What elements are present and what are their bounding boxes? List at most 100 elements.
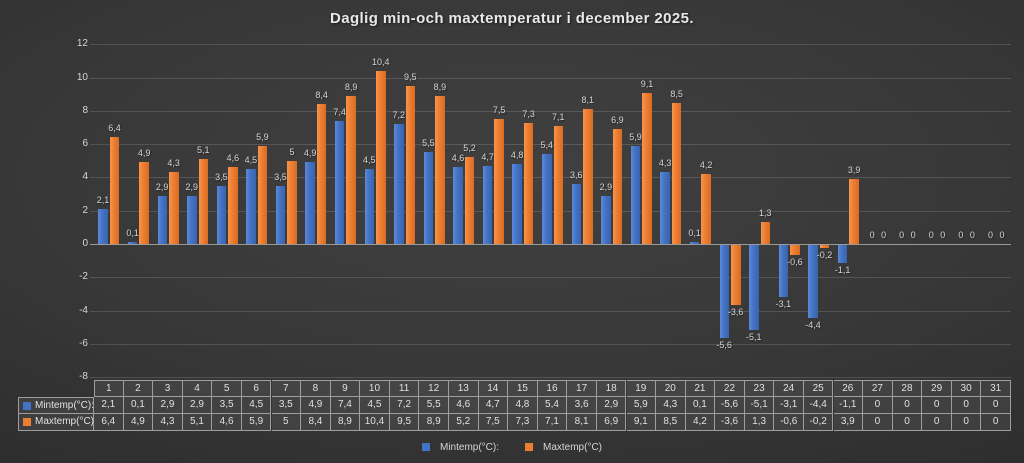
data-label: 7,2 [392, 110, 406, 121]
table-header-cell-day-8: 8 [301, 380, 331, 397]
gridline [90, 144, 1011, 145]
table-header-cell-day-7: 7 [271, 380, 302, 397]
mintemp-bar-day-8 [305, 162, 315, 244]
data-label: 5,9 [629, 131, 642, 142]
mintemp-bar-day-26 [837, 245, 848, 264]
table-cell-maxtemp-day-7: 5 [271, 414, 302, 431]
table-cell-maxtemp-day-29: 0 [922, 414, 952, 431]
table-cell-maxtemp-day-20: 8,5 [656, 414, 686, 431]
mintemp-bar-day-5 [216, 185, 227, 244]
maxtemp-bar-day-16 [553, 125, 563, 244]
table-cell-maxtemp-day-8: 8,4 [301, 414, 331, 431]
mintemp-bar-day-25 [808, 245, 818, 319]
table-header-cell-day-11: 11 [389, 380, 420, 397]
data-label: 4,2 [699, 160, 713, 171]
table-cell-mintemp-day-9: 7,4 [330, 397, 361, 414]
table-cell-maxtemp-day-12: 8,9 [419, 414, 449, 431]
data-label: 4,9 [137, 148, 151, 159]
table-cell-maxtemp-day-2: 4,9 [123, 414, 154, 431]
data-label: 4,8 [510, 150, 524, 161]
data-label: 4,3 [658, 158, 672, 169]
data-label: 5,9 [256, 131, 269, 142]
data-label: -0,2 [816, 250, 833, 261]
y-axis-tick-label: -2 [79, 271, 88, 282]
table-cell-maxtemp-day-30: 0 [951, 414, 982, 431]
table-header-cell-day-26: 26 [833, 380, 864, 397]
table-cell-maxtemp-day-28: 0 [892, 414, 923, 431]
data-label: 2,1 [96, 195, 110, 205]
mintemp-bar-day-24 [778, 245, 789, 297]
table-header-cell-day-25: 25 [803, 380, 834, 397]
table-cell-maxtemp-day-10: 10,4 [360, 414, 390, 431]
table-cell-mintemp-day-17: 3,6 [567, 397, 597, 414]
table-header-cell-day-29: 29 [922, 380, 952, 397]
y-axis-tick-label: 0 [82, 238, 88, 249]
data-label: 4,7 [481, 151, 494, 162]
data-label: -5,6 [716, 340, 732, 351]
data-label: 7,3 [522, 108, 535, 119]
mintemp-bar-day-4 [187, 195, 197, 244]
maxtemp-bar-day-15 [523, 122, 534, 244]
table-cell-maxtemp-day-26: 3,9 [833, 414, 864, 431]
gridline [90, 311, 1011, 312]
mintemp-legend-swatch-icon [421, 443, 430, 451]
data-label: 7,4 [333, 106, 346, 117]
maxtemp-bar-day-9 [346, 95, 356, 244]
mintemp-bar-day-21 [689, 242, 700, 244]
data-label: 0 [869, 230, 875, 240]
gridline [90, 44, 1011, 45]
data-label: 0 [899, 230, 905, 240]
maxtemp-bar-day-3 [169, 172, 179, 244]
data-label: -3,6 [727, 306, 744, 317]
data-label: -5,1 [746, 331, 762, 342]
data-label: 7,5 [492, 105, 506, 116]
table-row-label-text: Maxtemp(°C) [35, 416, 95, 427]
table-header-cell-day-28: 28 [892, 380, 923, 397]
table-row-label-text: Mintemp(°C): [35, 399, 95, 411]
maxtemp-bar-day-2 [139, 162, 149, 244]
table-cell-mintemp-day-19: 5,9 [626, 397, 657, 414]
maxtemp-legend-swatch-icon [525, 443, 533, 451]
mintemp-bar-day-7 [275, 185, 286, 244]
y-axis-tick-label: 6 [82, 138, 88, 149]
maxtemp-bar-day-4 [198, 159, 208, 244]
data-label: 4,6 [451, 153, 465, 164]
table-cell-maxtemp-day-24: -0,6 [774, 414, 804, 431]
table-header-cell-day-1: 1 [94, 380, 124, 397]
data-label: 0 [881, 230, 887, 240]
data-label: 3,6 [570, 170, 583, 181]
table-cell-maxtemp-day-6: 5,9 [241, 414, 272, 431]
table-header-cell-day-4: 4 [182, 380, 213, 397]
data-label: 2,9 [185, 181, 199, 192]
data-label: 10,4 [372, 56, 390, 67]
table-cell-maxtemp-day-1: 6,4 [94, 414, 124, 431]
data-label: 3,5 [274, 171, 287, 182]
mintemp-bar-day-6 [246, 169, 256, 244]
maxtemp-bar-day-25 [819, 245, 830, 249]
table-cell-mintemp-day-23: -5,1 [744, 397, 775, 414]
data-label: -1,1 [834, 265, 851, 276]
table-cell-mintemp-day-27: 0 [863, 397, 893, 414]
table-cell-mintemp-day-21: 0,1 [685, 397, 716, 414]
table-cell-maxtemp-day-19: 9,1 [626, 414, 657, 431]
data-label: 4,5 [363, 155, 376, 166]
maxtemp-bar-day-11 [405, 85, 416, 244]
maxtemp-bar-day-5 [228, 167, 238, 244]
table-cell-maxtemp-day-18: 6,9 [596, 414, 627, 431]
data-label: -4,4 [805, 320, 821, 331]
table-cell-maxtemp-day-17: 8,1 [567, 414, 597, 431]
table-cell-mintemp-day-15: 4,8 [508, 397, 538, 414]
mintemp-bar-day-10 [364, 169, 374, 244]
table-cell-mintemp-day-29: 0 [922, 397, 952, 414]
table-cell-mintemp-day-30: 0 [951, 397, 982, 414]
y-axis-tick-label: -8 [79, 371, 88, 382]
maxtemp-bar-day-18 [612, 129, 623, 244]
table-cell-mintemp-day-31: 0 [981, 397, 1011, 414]
table-row-label-maxtemp: Maxtemp(°C) [18, 414, 94, 431]
table-cell-maxtemp-day-25: -0,2 [803, 414, 834, 431]
table-cell-mintemp-day-6: 4,5 [241, 397, 272, 414]
data-label: 8,1 [581, 95, 595, 106]
table-header-cell-day-21: 21 [685, 380, 716, 397]
table-header-cell-day-19: 19 [626, 380, 657, 397]
data-label: 0 [940, 230, 946, 240]
